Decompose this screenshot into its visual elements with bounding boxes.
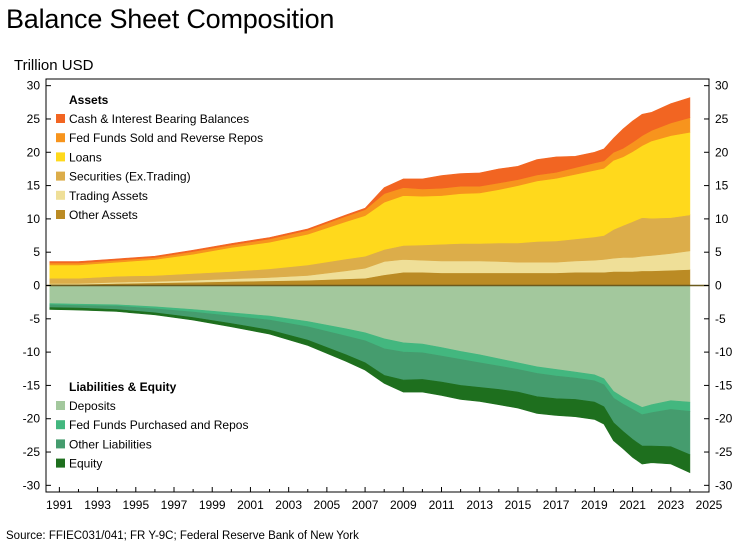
legend-label-equity: Equity bbox=[69, 457, 102, 471]
y-tick-label-left: -30 bbox=[23, 478, 41, 492]
legend-heading: Assets bbox=[69, 93, 109, 107]
legend-swatch-equity bbox=[56, 458, 65, 468]
legend-label-securities-ex-trading: Securities (Ex.Trading) bbox=[69, 170, 191, 184]
legend-label-other-liabilities: Other Liabilities bbox=[69, 437, 152, 451]
legend-swatch-loans bbox=[56, 152, 65, 162]
legend-liabilities-equity: Liabilities & Equity Deposits Fed Funds Pu… bbox=[56, 380, 248, 471]
legend-label-cash-interest-bearing-balances: Cash & Interest Bearing Balances bbox=[69, 112, 249, 126]
y-tick-label-right: 10 bbox=[715, 212, 729, 226]
y-tick-label-right: -10 bbox=[715, 345, 733, 359]
y-tick-label-right: 30 bbox=[715, 79, 729, 93]
y-tick-label-right: -30 bbox=[715, 478, 733, 492]
x-tick-label: 1993 bbox=[84, 498, 111, 512]
chart-title: Balance Sheet Composition bbox=[6, 4, 335, 34]
legend-label-loans: Loans bbox=[69, 150, 102, 164]
legend-swatch-fed-funds-sold-and-reverse-repos bbox=[56, 133, 65, 143]
y-tick-label-right: 15 bbox=[715, 179, 729, 193]
legend-label-trading-assets: Trading Assets bbox=[69, 189, 148, 203]
y-tick-label-left: 25 bbox=[27, 112, 41, 126]
asset-area-cash-interest-bearing-balances bbox=[49, 97, 691, 264]
x-tick-label: 1999 bbox=[199, 498, 226, 512]
legend-swatch-trading-assets bbox=[56, 190, 65, 200]
y-tick-label-left: 15 bbox=[27, 179, 41, 193]
x-tick-label: 2023 bbox=[657, 498, 684, 512]
legend-label-fed-funds-purchased-and-repos: Fed Funds Purchased and Repos bbox=[69, 418, 248, 432]
y-tick-label-right: -5 bbox=[715, 312, 726, 326]
units-label: Trillion USD bbox=[14, 57, 94, 74]
x-tick-label: 2011 bbox=[429, 498, 455, 512]
y-tick-label-left: -25 bbox=[23, 445, 41, 459]
x-tick-label: 2017 bbox=[543, 498, 570, 512]
legend-heading: Liabilities & Equity bbox=[69, 380, 177, 394]
x-tick-label: 2005 bbox=[314, 498, 341, 512]
x-tick-label: 2015 bbox=[505, 498, 532, 512]
y-tick-label-left: 20 bbox=[27, 145, 41, 159]
y-tick-label-right: 0 bbox=[715, 279, 722, 293]
x-tick-label: 2013 bbox=[466, 498, 493, 512]
y-tick-label-right: -25 bbox=[715, 445, 733, 459]
legend-label-fed-funds-sold-and-reverse-repos: Fed Funds Sold and Reverse Repos bbox=[69, 131, 263, 145]
y-tick-label-right: -15 bbox=[715, 378, 733, 392]
legend-swatch-deposits bbox=[56, 401, 65, 410]
legend-label-deposits: Deposits bbox=[69, 399, 116, 413]
legend-swatch-securities-ex-trading bbox=[56, 171, 65, 181]
legend-label-other-assets: Other Assets bbox=[69, 208, 138, 222]
x-tick-label: 1995 bbox=[122, 498, 149, 512]
x-tick-label: 2021 bbox=[619, 498, 646, 512]
legend-layer: Assets Cash & Interest Bearing Balances Fe… bbox=[56, 93, 263, 471]
y-tick-label-left: 5 bbox=[33, 245, 40, 259]
y-tick-label-left: -5 bbox=[29, 312, 40, 326]
y-tick-label-left: -15 bbox=[23, 378, 41, 392]
y-tick-label-left: 30 bbox=[27, 79, 41, 93]
x-tick-label: 2007 bbox=[352, 498, 379, 512]
y-tick-label-right: 25 bbox=[715, 112, 729, 126]
legend-swatch-other-liabilities bbox=[56, 439, 65, 449]
x-tick-label: 2009 bbox=[390, 498, 417, 512]
y-tick-label-right: -20 bbox=[715, 412, 733, 426]
x-tick-label: 2025 bbox=[696, 498, 723, 512]
legend-swatch-fed-funds-purchased-and-repos bbox=[56, 420, 65, 430]
liability-area-equity bbox=[49, 307, 691, 474]
y-tick-label-right: 5 bbox=[715, 245, 722, 259]
source-note: Source: FFIEC031/041; FR Y-9C; Federal R… bbox=[6, 530, 359, 542]
legend-assets: Assets Cash & Interest Bearing Balances Fe… bbox=[56, 93, 263, 222]
x-tick-label: 1991 bbox=[46, 498, 73, 512]
legend-swatch-other-assets bbox=[56, 210, 65, 219]
y-tick-label-left: -10 bbox=[23, 345, 41, 359]
x-tick-label: 2019 bbox=[581, 498, 608, 512]
y-tick-label-left: -20 bbox=[23, 412, 41, 426]
y-tick-label-left: 0 bbox=[33, 279, 40, 293]
y-tick-label-left: 10 bbox=[27, 212, 41, 226]
x-tick-label: 2003 bbox=[275, 498, 302, 512]
y-tick-label-right: 20 bbox=[715, 145, 729, 159]
legend-swatch-cash-interest-bearing-balances bbox=[56, 114, 65, 123]
x-tick-label: 1997 bbox=[161, 498, 188, 512]
x-tick-label: 2001 bbox=[237, 498, 264, 512]
